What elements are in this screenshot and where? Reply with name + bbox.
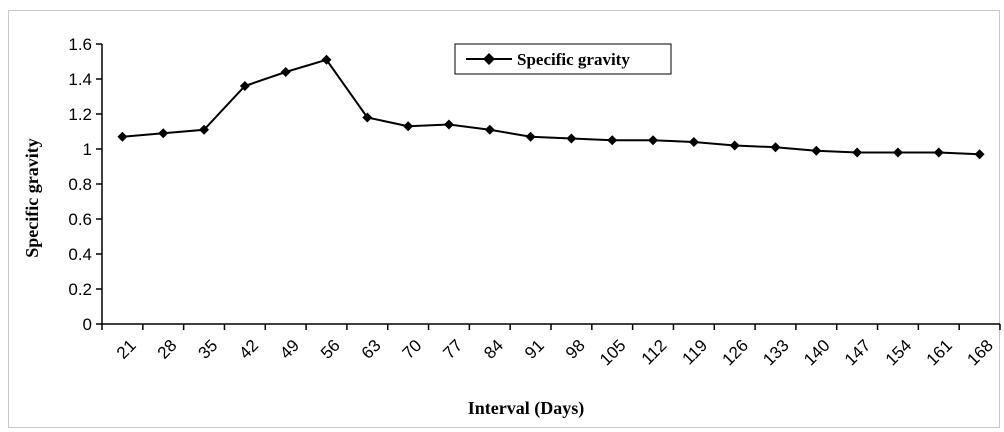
x-tick-label: 98: [562, 336, 589, 363]
y-tick-label: 0: [83, 315, 92, 334]
data-point-marker: [933, 147, 944, 158]
x-tick-label: 49: [276, 336, 303, 363]
legend: Specific gravity: [454, 43, 672, 75]
data-point-marker: [362, 112, 373, 123]
data-point-marker: [199, 124, 210, 135]
x-tick-label: 140: [800, 336, 833, 369]
data-point-marker: [974, 149, 985, 160]
data-point-marker: [648, 135, 659, 146]
x-tick-label: 35: [195, 336, 222, 363]
x-tick-label: 161: [923, 336, 956, 369]
series-line: [122, 58, 980, 156]
x-tick-label: 42: [235, 336, 262, 363]
data-point-marker: [688, 137, 699, 147]
x-axis: 21 28 35 42 49 56 63 70 77 84 91 98 105 112 119 126 133 1…: [101, 323, 1001, 369]
x-tick-label: 126: [718, 336, 751, 369]
y-tick-label: 1.4: [68, 70, 92, 89]
data-point-marker: [117, 131, 128, 142]
x-tick-label: 70: [399, 336, 426, 363]
data-point-marker: [239, 81, 250, 91]
data-point-marker: [729, 140, 740, 151]
y-tick-label: 0.4: [68, 245, 92, 264]
y-axis: 0 0.2 0.4 0.6 0.8 1 1.2 1.4 1.6: [68, 35, 103, 334]
x-tick-label: 56: [317, 336, 344, 363]
x-tick-label: 133: [759, 336, 792, 369]
x-tick-label: 119: [679, 336, 712, 369]
x-tick-label: 147: [841, 336, 874, 369]
data-point-marker: [443, 119, 454, 130]
data-point-marker: [158, 128, 169, 139]
legend-label: Specific gravity: [517, 50, 630, 69]
y-tick-label: 0.2: [68, 280, 92, 299]
legend-diamond-marker: [483, 53, 495, 65]
y-tick-label: 1.2: [68, 105, 92, 124]
y-tick-label: 0.6: [68, 210, 92, 229]
data-point-marker: [280, 67, 291, 77]
y-axis-title: Specific gravity: [22, 138, 42, 257]
x-tick-label: 154: [882, 336, 915, 369]
data-point-marker: [811, 145, 822, 156]
x-tick-label: 21: [113, 336, 140, 363]
x-tick-label: 91: [521, 336, 548, 363]
y-tick-label: 1: [83, 140, 92, 159]
series-group: [117, 54, 985, 160]
x-axis-title: Interval (Days): [468, 398, 584, 419]
data-point-marker: [892, 147, 903, 158]
x-tick-label: 77: [439, 336, 466, 363]
data-point-marker: [525, 131, 536, 142]
data-point-marker: [321, 54, 332, 65]
x-tick-label: 84: [480, 336, 507, 363]
data-point-marker: [484, 124, 495, 135]
data-point-marker: [852, 147, 863, 158]
x-tick-label: 112: [638, 336, 671, 369]
data-point-marker: [566, 133, 577, 144]
y-tick-label: 1.6: [68, 35, 92, 54]
data-point-marker: [403, 121, 414, 132]
data-point-marker: [770, 142, 781, 153]
x-tick-label: 28: [154, 336, 181, 363]
chart-frame: [8, 10, 1000, 428]
data-point-marker: [607, 135, 618, 146]
x-tick-label: 168: [963, 336, 996, 369]
x-tick-label: 63: [358, 336, 385, 363]
x-tick-label: 105: [596, 336, 629, 369]
y-tick-label: 0.8: [68, 175, 92, 194]
